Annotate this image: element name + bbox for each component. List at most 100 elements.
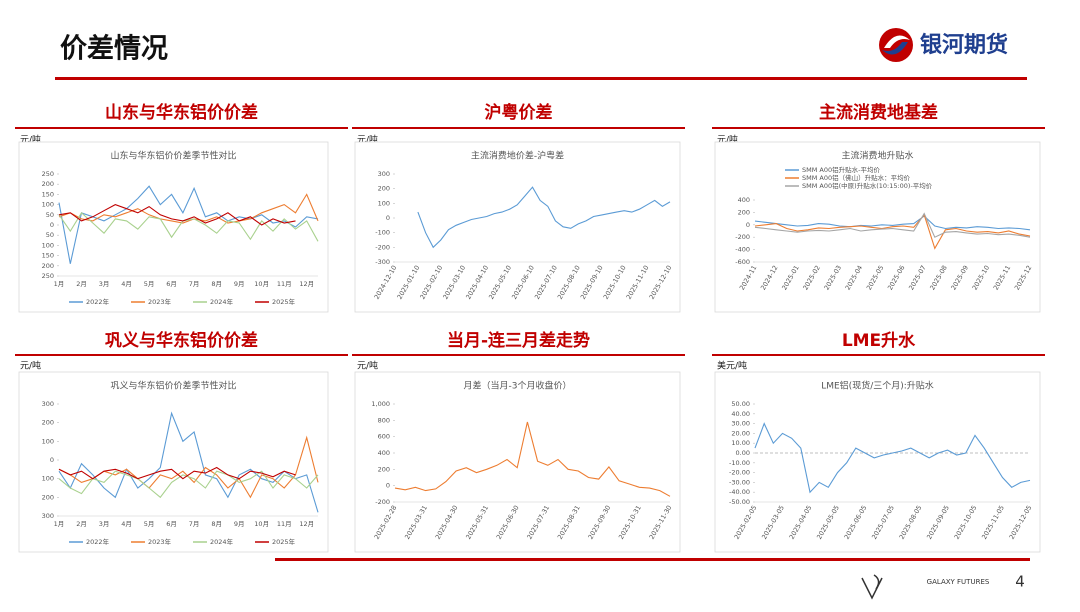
y-tick-label: 0.00 <box>736 449 750 457</box>
chart-frame <box>18 371 329 553</box>
y-tick-label: 0 <box>386 214 390 222</box>
y-tick-label: 200 <box>42 419 54 427</box>
chart-title: 山东与华东铝价价差季节性对比 <box>110 150 236 162</box>
y-tick-label: 200 <box>42 493 54 501</box>
x-tick-label: 8月 <box>211 280 222 288</box>
section-rule <box>712 354 1045 356</box>
series-line <box>58 185 319 264</box>
footer-rule <box>275 558 1030 561</box>
series-line <box>394 421 671 497</box>
y-tick-label: -50.00 <box>729 498 750 506</box>
x-tick-label: 8月 <box>211 520 222 528</box>
y-tick-label: -10.00 <box>729 459 750 467</box>
y-tick-label: 300 <box>42 512 54 520</box>
y-tick-label: 150 <box>42 252 54 260</box>
section-heading: 主流消费地基差 <box>819 102 938 123</box>
x-tick-label: 9月 <box>234 280 245 288</box>
y-tick-label: 250 <box>42 272 54 280</box>
legend-label: 2023年 <box>148 537 172 546</box>
y-tick-label: 150 <box>42 190 54 198</box>
y-tick-label: -200 <box>375 498 390 506</box>
series-line <box>754 213 1031 250</box>
y-tick-label: 100 <box>42 437 54 445</box>
y-tick-label: 600 <box>378 433 390 441</box>
series-line <box>58 203 296 226</box>
chart-title: 巩义与华东铝价价差季节性对比 <box>110 380 236 392</box>
series-line <box>754 212 1031 238</box>
y-tick-label: 50.00 <box>731 400 750 408</box>
x-tick-label: 5月 <box>144 520 155 528</box>
section-rule <box>15 354 348 356</box>
y-tick-label: 200 <box>42 262 54 270</box>
y-tick-label: 0 <box>50 221 54 229</box>
footer-brand: GALAXY FUTURES <box>927 578 990 586</box>
page-number: 4 <box>1015 573 1025 591</box>
y-tick-label: -400 <box>735 246 750 254</box>
y-tick-label: -20.00 <box>729 469 750 477</box>
series-line <box>58 470 319 499</box>
section-heading: 当月-连三月差走势 <box>447 330 590 351</box>
y-tick-label: 0 <box>746 221 750 229</box>
y-tick-label: 400 <box>378 449 390 457</box>
y-tick-label: 10.00 <box>731 439 750 447</box>
y-tick-label: 200 <box>42 180 54 188</box>
series-line <box>417 186 671 249</box>
x-tick-label: 9月 <box>234 520 245 528</box>
y-tick-label: 100 <box>42 201 54 209</box>
chart-frame <box>354 371 681 553</box>
unit-label: 元/吨 <box>357 360 378 372</box>
y-tick-label: 1,000 <box>371 400 390 408</box>
header-rule <box>55 77 1027 80</box>
y-tick-label: 300 <box>378 170 390 178</box>
x-tick-label: 1月 <box>54 280 65 288</box>
y-tick-label: 100 <box>42 241 54 249</box>
chart-frame <box>714 371 1041 553</box>
y-tick-label: 100 <box>42 475 54 483</box>
y-tick-label: 50 <box>46 211 54 219</box>
x-tick-label: 4月 <box>121 280 132 288</box>
legend-label: SMM A00铝（佛山）升贴水：平均价 <box>802 173 911 182</box>
unit-label: 元/吨 <box>20 360 41 372</box>
legend-label: 2024年 <box>210 297 234 306</box>
x-tick-label: 12月 <box>299 520 314 528</box>
series-line <box>58 466 296 480</box>
chart-title: 主流消费地升贴水 <box>841 150 913 162</box>
y-tick-label: -600 <box>735 258 750 266</box>
x-tick-label: 10月 <box>254 520 269 528</box>
y-tick-label: -300 <box>375 258 390 266</box>
chart-title: 月差（当月-3个月收盘价） <box>464 380 572 392</box>
y-tick-label: -200 <box>375 243 390 251</box>
series-line <box>754 215 1031 231</box>
x-tick-label: 5月 <box>144 280 155 288</box>
unit-label: 美元/吨 <box>717 360 747 372</box>
legend-label: 2025年 <box>272 537 296 546</box>
series-line <box>754 422 1031 494</box>
y-tick-label: 200 <box>378 185 390 193</box>
y-tick-label: 50 <box>46 231 54 239</box>
y-tick-label: 200 <box>378 465 390 473</box>
y-tick-label: 0 <box>50 456 54 464</box>
section-rule <box>712 127 1045 129</box>
y-tick-label: -100 <box>375 229 390 237</box>
section-heading: 山东与华东铝价价差 <box>105 102 258 123</box>
x-tick-label: 7月 <box>189 520 200 528</box>
section-rule <box>352 127 685 129</box>
series-line <box>58 211 319 242</box>
y-tick-label: -30.00 <box>729 478 750 486</box>
slide-title: 价差情况 <box>60 33 168 65</box>
y-tick-label: 300 <box>42 400 54 408</box>
x-tick-label: 4月 <box>121 520 132 528</box>
y-tick-label: 40.00 <box>731 410 750 418</box>
footer-icon <box>861 574 883 600</box>
x-tick-label: 3月 <box>99 280 110 288</box>
y-tick-label: -40.00 <box>729 488 750 496</box>
legend-label: SMM A00铝升贴水-平均价 <box>802 165 880 174</box>
chart-title: LME铝(现货/三个月):升贴水 <box>821 380 934 392</box>
y-tick-label: 200 <box>738 208 750 216</box>
section-heading: 巩义与华东铝价价差 <box>105 330 258 351</box>
section-rule <box>352 354 685 356</box>
section-heading: 沪粤价差 <box>485 102 553 123</box>
y-tick-label: 30.00 <box>731 420 750 428</box>
y-tick-label: -200 <box>735 233 750 241</box>
